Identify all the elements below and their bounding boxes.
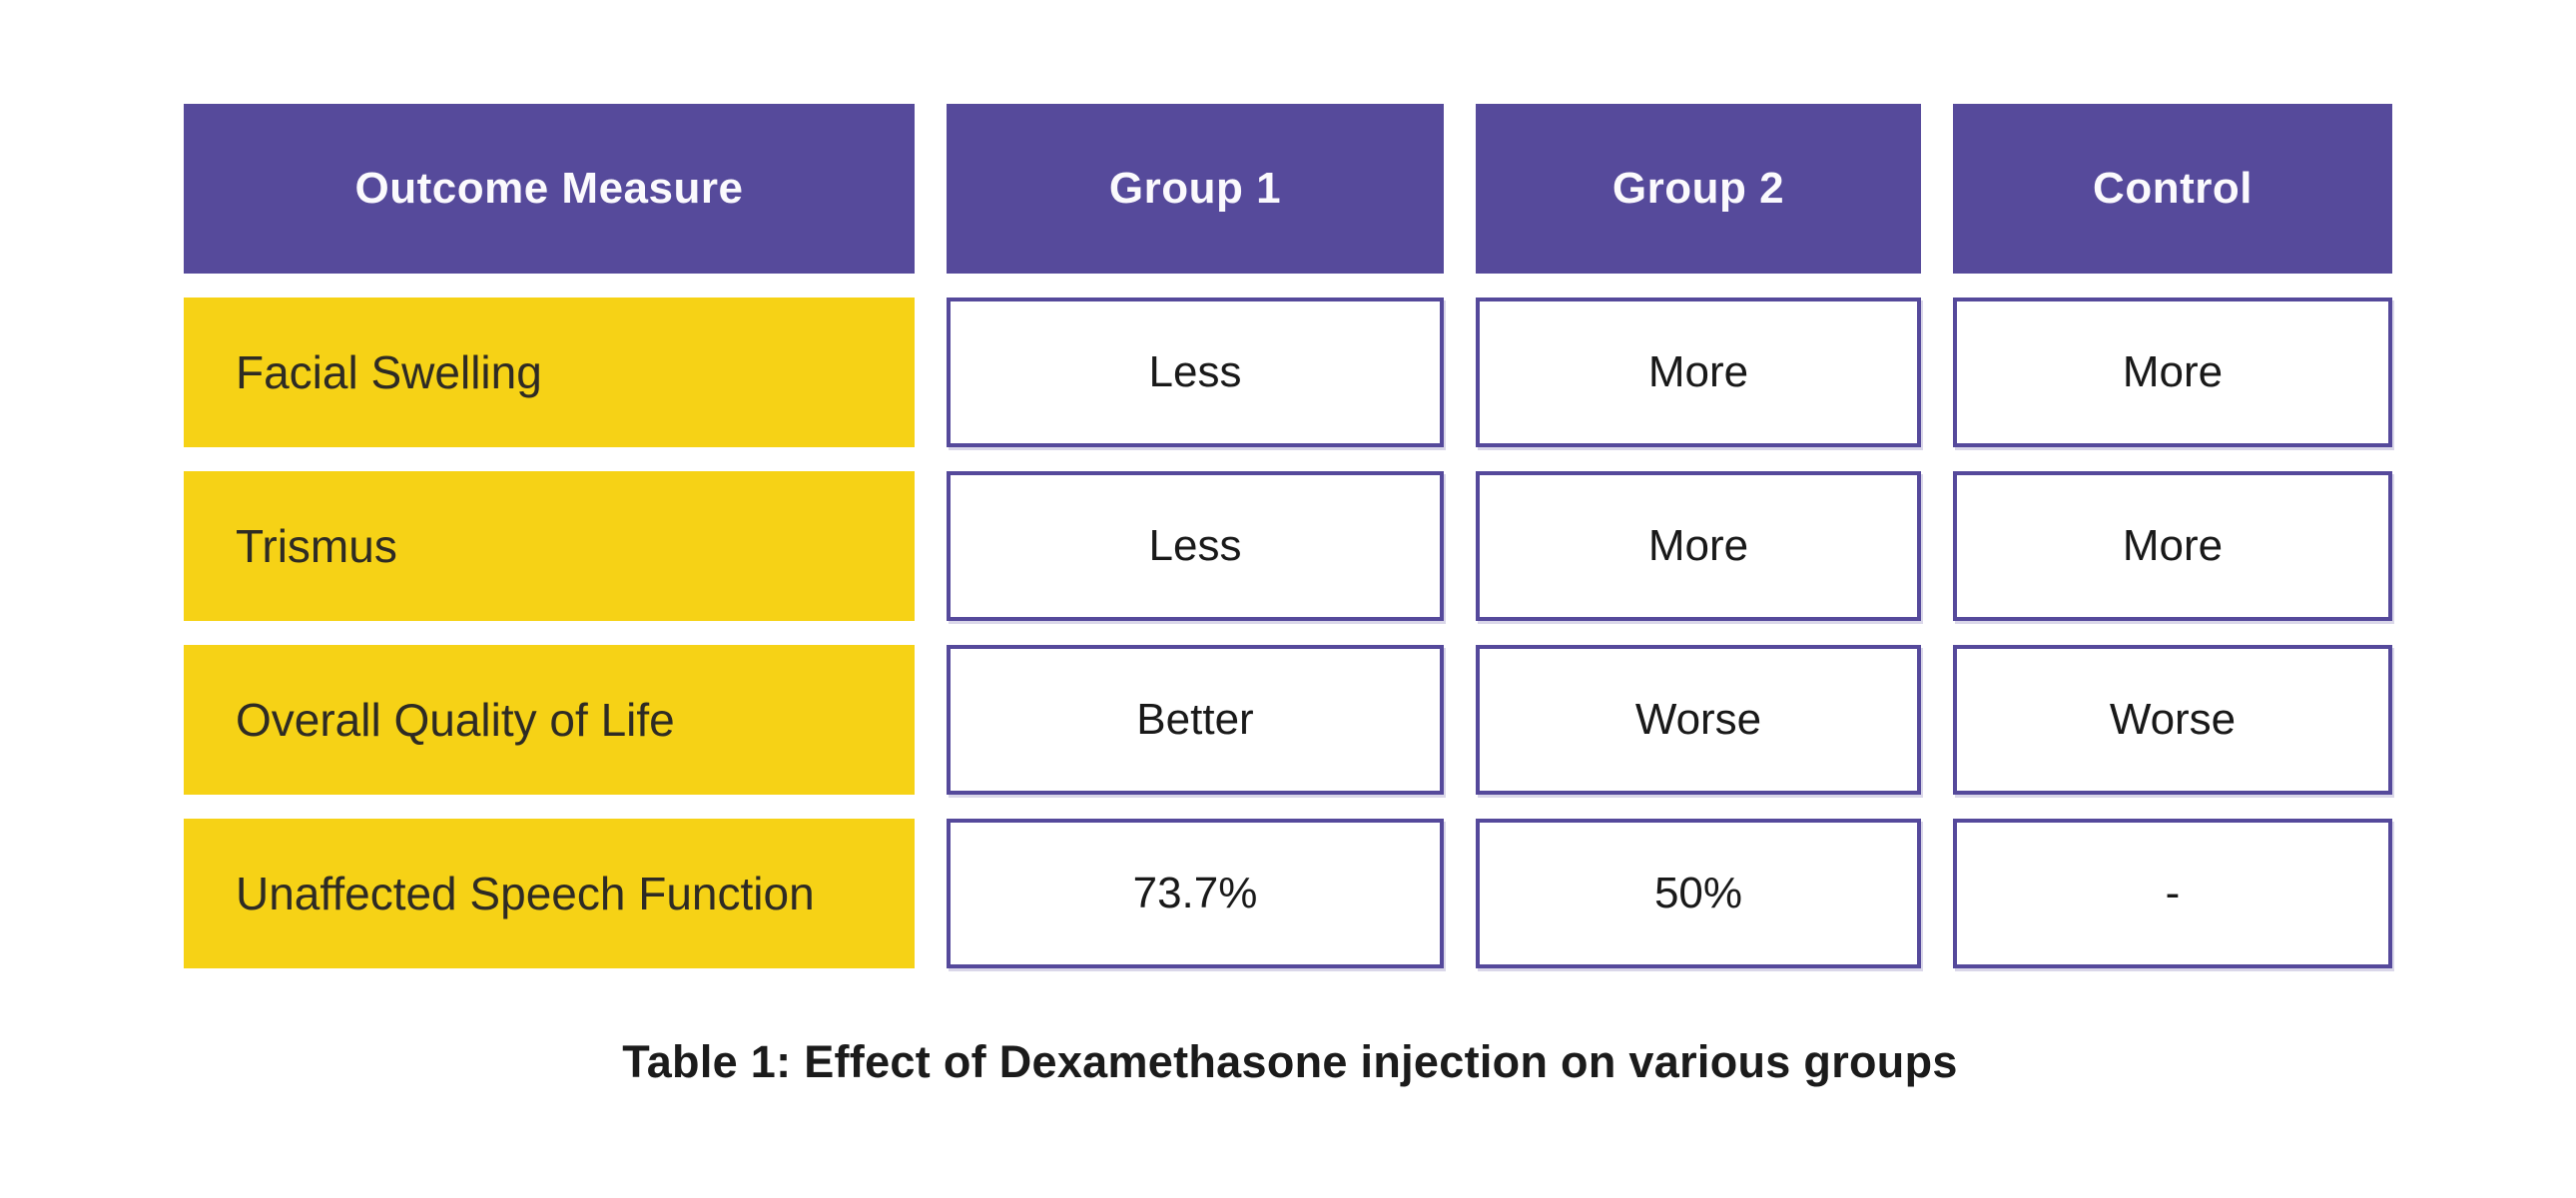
cell-facial-swelling-group-2: More bbox=[1476, 298, 1921, 447]
header-cell-outcome-measure: Outcome Measure bbox=[184, 104, 915, 274]
table-caption: Table 1: Effect of Dexamethasone injecti… bbox=[622, 1036, 1958, 1087]
cell-speech-function-group-1: 73.7% bbox=[947, 819, 1444, 968]
row-label-unaffected-speech-function: Unaffected Speech Function bbox=[184, 819, 915, 968]
cell-trismus-control: More bbox=[1953, 471, 2392, 621]
row-label-trismus: Trismus bbox=[184, 471, 915, 621]
row-label-facial-swelling: Facial Swelling bbox=[184, 298, 915, 447]
cell-speech-function-control: - bbox=[1953, 819, 2392, 968]
cell-trismus-group-1: Less bbox=[947, 471, 1444, 621]
cell-facial-swelling-group-1: Less bbox=[947, 298, 1444, 447]
outcome-table: Outcome Measure Group 1 Group 2 Control … bbox=[184, 104, 2392, 968]
cell-speech-function-group-2: 50% bbox=[1476, 819, 1921, 968]
header-cell-group-2: Group 2 bbox=[1476, 104, 1921, 274]
header-cell-group-1: Group 1 bbox=[947, 104, 1444, 274]
cell-facial-swelling-control: More bbox=[1953, 298, 2392, 447]
cell-quality-of-life-control: Worse bbox=[1953, 645, 2392, 795]
header-cell-control: Control bbox=[1953, 104, 2392, 274]
cell-quality-of-life-group-1: Better bbox=[947, 645, 1444, 795]
cell-trismus-group-2: More bbox=[1476, 471, 1921, 621]
row-label-overall-quality-of-life: Overall Quality of Life bbox=[184, 645, 915, 795]
cell-quality-of-life-group-2: Worse bbox=[1476, 645, 1921, 795]
